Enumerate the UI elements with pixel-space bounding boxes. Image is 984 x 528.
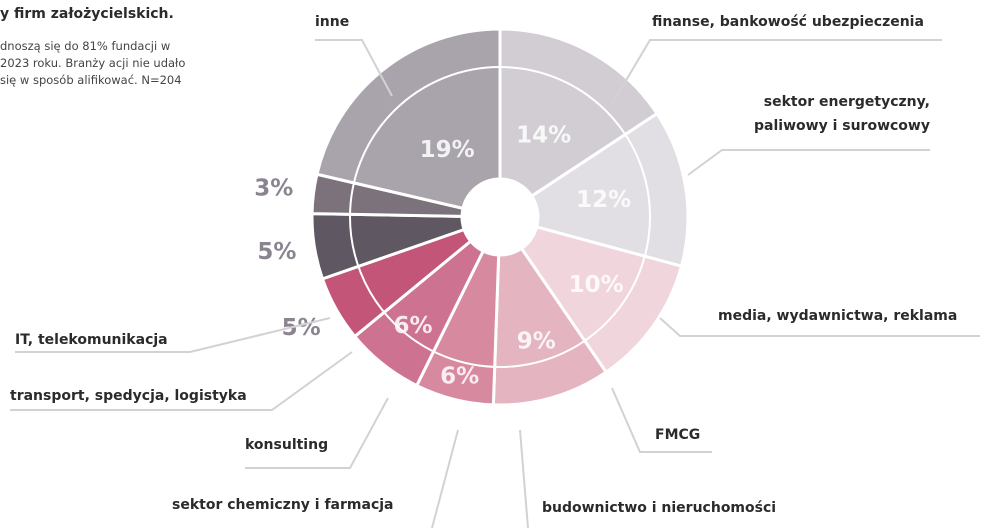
title: y firm założycielskich. <box>0 6 174 22</box>
slice <box>498 27 660 199</box>
leader-line <box>431 429 459 528</box>
leader-line <box>315 39 393 97</box>
category-label: FMCG <box>655 427 701 443</box>
category-label: finanse, bankowość ubezpieczenia <box>652 14 924 30</box>
category-label: sektor energetyczny, paliwowy i surowcow… <box>754 94 930 134</box>
leader-line <box>245 397 389 469</box>
slice <box>315 27 502 211</box>
value-label: 6% <box>393 313 432 339</box>
category-label: transport, spedycja, logistyka <box>10 388 247 404</box>
note: dnoszą się do 81% fundacji w 2023 roku. … <box>0 39 186 87</box>
category-label: inne <box>315 14 350 30</box>
leader-line <box>611 39 942 105</box>
leader-line <box>10 351 353 411</box>
leader-line <box>611 387 712 453</box>
category-label: konsulting <box>245 437 329 453</box>
value-label: 14% <box>516 123 571 149</box>
category-label: sektor chemiczny i farmacja <box>172 497 394 513</box>
value-label: 12% <box>576 187 631 213</box>
category-label: budownictwo i nieruchomości <box>542 500 777 516</box>
slice <box>519 225 684 375</box>
leader-line <box>659 317 980 337</box>
value-label: 5% <box>257 239 296 265</box>
leader-line <box>15 317 331 353</box>
value-label: 19% <box>420 137 475 163</box>
category-label: media, wydawnictwa, reklama <box>718 308 958 324</box>
value-label: 10% <box>569 272 624 298</box>
value-label: 3% <box>254 175 293 201</box>
inner-ring <box>349 66 651 368</box>
value-label: 9% <box>517 328 556 354</box>
leader-line <box>687 149 930 176</box>
value-label: 6% <box>440 363 479 389</box>
leader-line <box>519 429 529 528</box>
category-label: IT, telekomunikacja <box>15 332 168 348</box>
